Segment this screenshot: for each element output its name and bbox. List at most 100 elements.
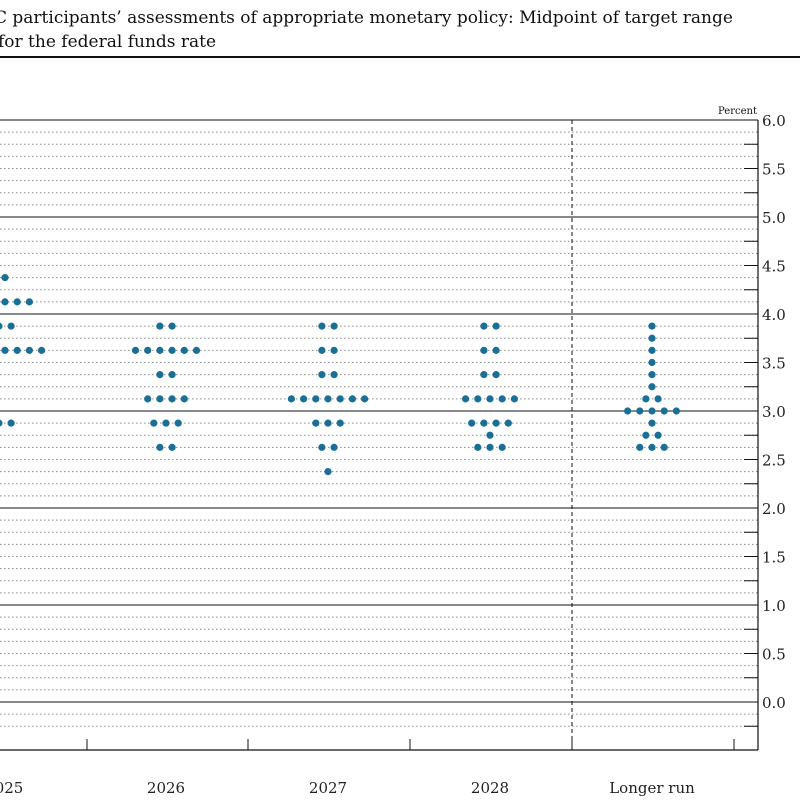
participant-dot [492,419,500,427]
participant-dot [474,395,482,403]
participant-dot [7,322,15,330]
participant-dot [492,322,500,330]
participant-dot [480,322,488,330]
participant-dot [168,346,176,354]
y-tick-label: 2.5 [762,452,786,470]
y-tick-label: 0.0 [762,694,786,712]
y-tick-label: 1.5 [762,549,786,567]
participant-dot [660,443,668,451]
y-tick-label: 4.5 [762,258,786,276]
grid-lines [0,119,758,727]
x-tick-label: 2027 [309,779,347,797]
x-axis-ticks: 025 2026 2027 2028 Longer run [0,739,735,797]
participant-dot [648,346,656,354]
participant-dot [156,395,164,403]
participant-dot [312,419,320,427]
participant-dot [144,346,152,354]
participant-dot [318,346,326,354]
y-tick-label: 5.0 [762,209,786,227]
y-axis-label: Percent [718,106,757,117]
participant-dot [642,431,650,439]
participant-dot [336,419,344,427]
chart-title-line-1: C participants’ assessments of appropria… [0,8,733,28]
participant-dot [498,443,506,451]
participant-dot [25,298,33,306]
participant-dot [150,419,158,427]
participant-dot [318,371,326,379]
x-tick-label: 2028 [471,779,509,797]
participant-dot [654,431,662,439]
y-tick-label: 5.5 [762,161,786,179]
participant-dot [624,407,632,415]
x-tick-label: 025 [0,779,23,797]
participant-dot [654,395,662,403]
participant-dot [13,346,21,354]
participant-dot [300,395,308,403]
y-tick-label: 4.0 [762,306,786,324]
participant-dot [648,322,656,330]
participant-dot [168,322,176,330]
participant-dot [168,443,176,451]
participant-dot [648,383,656,391]
participant-dot [486,443,494,451]
participant-dot [131,346,140,354]
participant-dot [486,431,494,439]
participant-dot [636,443,644,451]
participant-dot [361,395,369,403]
participant-dot [474,443,482,451]
participant-dot [13,298,21,306]
participant-dot [287,395,295,403]
participant-dot [510,395,518,403]
y-tick-label: 6.0 [762,112,786,130]
participant-dot [462,395,470,403]
x-tick-label: Longer run [609,779,695,797]
participant-dot [324,395,332,403]
participant-dot [648,419,656,427]
participant-dot [162,419,170,427]
participant-dot [480,371,488,379]
participant-dot [648,407,656,415]
participant-dot [486,395,494,403]
participant-dot [156,322,164,330]
participant-dot [648,334,656,342]
participant-dot [1,274,9,282]
participant-dot [504,419,512,427]
participant-dot [336,395,344,403]
participant-dot [318,322,326,330]
participant-dot [468,419,476,427]
participant-dot [324,419,332,427]
participant-dot [480,346,488,354]
participant-dot [648,443,656,451]
participant-dot [144,395,152,403]
participant-dot [330,346,338,354]
participant-dot [168,371,176,379]
participant-dot [180,395,188,403]
participant-dot [0,322,3,330]
participant-dot [498,395,506,403]
participant-dot [648,371,656,379]
participant-dot [174,419,182,427]
participant-dot [7,419,15,427]
participant-dot [180,346,188,354]
participant-dot [0,419,3,427]
participant-dot [492,371,500,379]
participant-dot [324,468,332,476]
chart-title-line-2: for the federal funds rate [0,32,217,52]
participant-dot [492,346,500,354]
participant-dot [168,395,176,403]
y-axis-ticks: 0.0 0.5 1.0 1.5 2.0 2.5 3.0 3.5 4.0 4.5 5.0 5.5 6.0 [744,112,786,727]
participant-dot [660,407,668,415]
participant-dot [318,443,326,451]
participant-dot [1,346,9,354]
y-tick-label: 2.0 [762,500,786,518]
participant-dot [480,419,488,427]
title-rule [0,56,800,58]
participant-dot [648,358,656,367]
participant-dot [642,395,650,403]
participant-dot [156,371,164,379]
chart-title: C participants’ assessments of appropria… [0,4,800,58]
participant-dot [312,395,320,403]
participant-dot [672,407,681,415]
participant-dot [156,443,164,451]
